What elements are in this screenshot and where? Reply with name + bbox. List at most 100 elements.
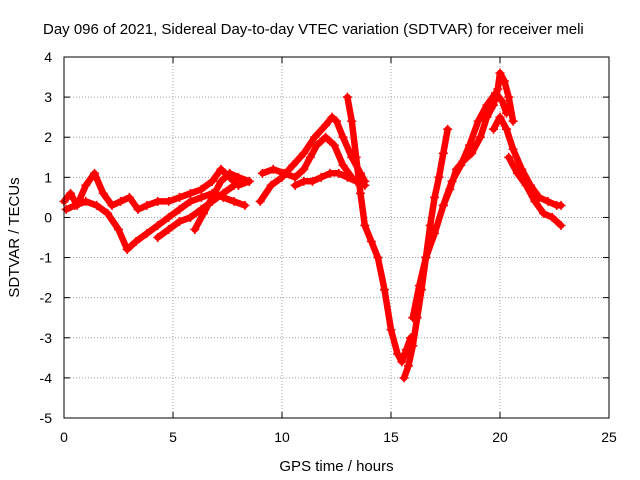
data-point	[408, 341, 418, 351]
data-point	[185, 188, 195, 198]
data-point	[504, 92, 514, 102]
data-point	[133, 204, 143, 214]
x-tick-label: 15	[383, 429, 399, 445]
data-point	[445, 184, 455, 194]
data-point	[467, 148, 477, 158]
data-point	[92, 200, 102, 210]
data-point	[175, 192, 185, 202]
data-point	[290, 180, 300, 190]
series-markers	[190, 168, 254, 234]
data-point	[539, 208, 549, 218]
data-point	[342, 172, 352, 182]
data-point	[495, 112, 505, 122]
data-point	[504, 152, 514, 162]
data-point	[175, 216, 185, 226]
y-tick-label: -5	[40, 410, 53, 426]
data-point	[107, 200, 117, 210]
grid	[64, 57, 609, 418]
data-point	[299, 148, 309, 158]
data-point	[360, 220, 370, 230]
data-point	[393, 349, 403, 359]
data-point	[240, 200, 250, 210]
data-point	[438, 148, 448, 158]
series-sat-k	[438, 68, 518, 210]
x-tick-label: 0	[60, 429, 68, 445]
data-point	[279, 168, 289, 178]
data-point	[373, 253, 383, 263]
y-tick-label: 1	[44, 169, 52, 185]
series-sat-h	[342, 92, 416, 367]
data-point	[495, 68, 505, 78]
x-axis-label: GPS time / hours	[279, 458, 393, 475]
data-point	[66, 188, 76, 198]
data-point	[488, 124, 498, 134]
data-point	[399, 373, 409, 383]
y-tick-label: 3	[44, 89, 52, 105]
data-point	[153, 196, 163, 206]
data-point	[90, 168, 100, 178]
y-tick-label: -4	[40, 370, 53, 386]
data-point	[502, 124, 512, 134]
data-point	[305, 152, 315, 162]
data-point	[199, 208, 209, 218]
data-point	[153, 233, 163, 242]
series-trace	[490, 113, 565, 209]
data-point	[329, 140, 339, 150]
data-point	[321, 120, 331, 130]
data-point	[397, 357, 407, 367]
data-point	[438, 200, 448, 210]
data-point	[233, 172, 243, 182]
data-point	[196, 184, 206, 194]
data-point	[122, 245, 132, 255]
y-tick-label: -3	[40, 330, 53, 346]
data-point	[164, 196, 174, 206]
series-sat-d	[190, 168, 254, 234]
data-point	[124, 192, 134, 202]
x-tick-label: 20	[492, 429, 508, 445]
series-trace	[154, 182, 238, 241]
data-point	[216, 176, 226, 186]
data-point	[216, 164, 226, 174]
data-point	[451, 164, 461, 174]
chart-title: Day 096 of 2021, Sidereal Day-to-day VTE…	[43, 21, 584, 38]
data-point	[327, 112, 337, 122]
y-axis-label: SDTVAR / TECUs	[6, 177, 23, 297]
data-point	[379, 285, 389, 295]
data-point	[244, 176, 254, 186]
data-point	[530, 196, 540, 206]
series-trace	[440, 69, 517, 209]
data-point	[185, 196, 195, 206]
data-point	[175, 204, 185, 214]
data-point	[255, 196, 265, 206]
data-point	[488, 100, 498, 110]
data-point	[229, 196, 239, 206]
data-point	[458, 156, 468, 166]
data-point	[499, 76, 509, 86]
data-point	[153, 220, 163, 230]
data-point	[414, 281, 424, 291]
data-point	[556, 220, 566, 230]
data-point	[408, 313, 418, 323]
data-point	[332, 116, 341, 126]
data-point	[299, 164, 309, 174]
data-point	[430, 228, 440, 238]
data-point	[312, 140, 322, 150]
data-point	[473, 116, 483, 126]
y-tick-label: -1	[40, 250, 53, 266]
series-markers	[438, 68, 518, 210]
data-point	[342, 92, 352, 102]
data-point	[386, 325, 396, 335]
data-point	[443, 124, 453, 134]
data-point	[316, 172, 326, 182]
ticks	[63, 56, 610, 419]
x-tick-label: 10	[274, 429, 290, 445]
data-point	[403, 361, 413, 371]
x-tick-label: 25	[601, 429, 617, 445]
data-point	[508, 144, 518, 154]
data-point	[114, 224, 123, 234]
data-point	[196, 192, 206, 202]
data-point	[142, 228, 152, 238]
data-point	[497, 96, 507, 106]
y-tick-labels: 4 3 2 1 0 -1 -2 -3 -4 -5	[40, 49, 53, 426]
